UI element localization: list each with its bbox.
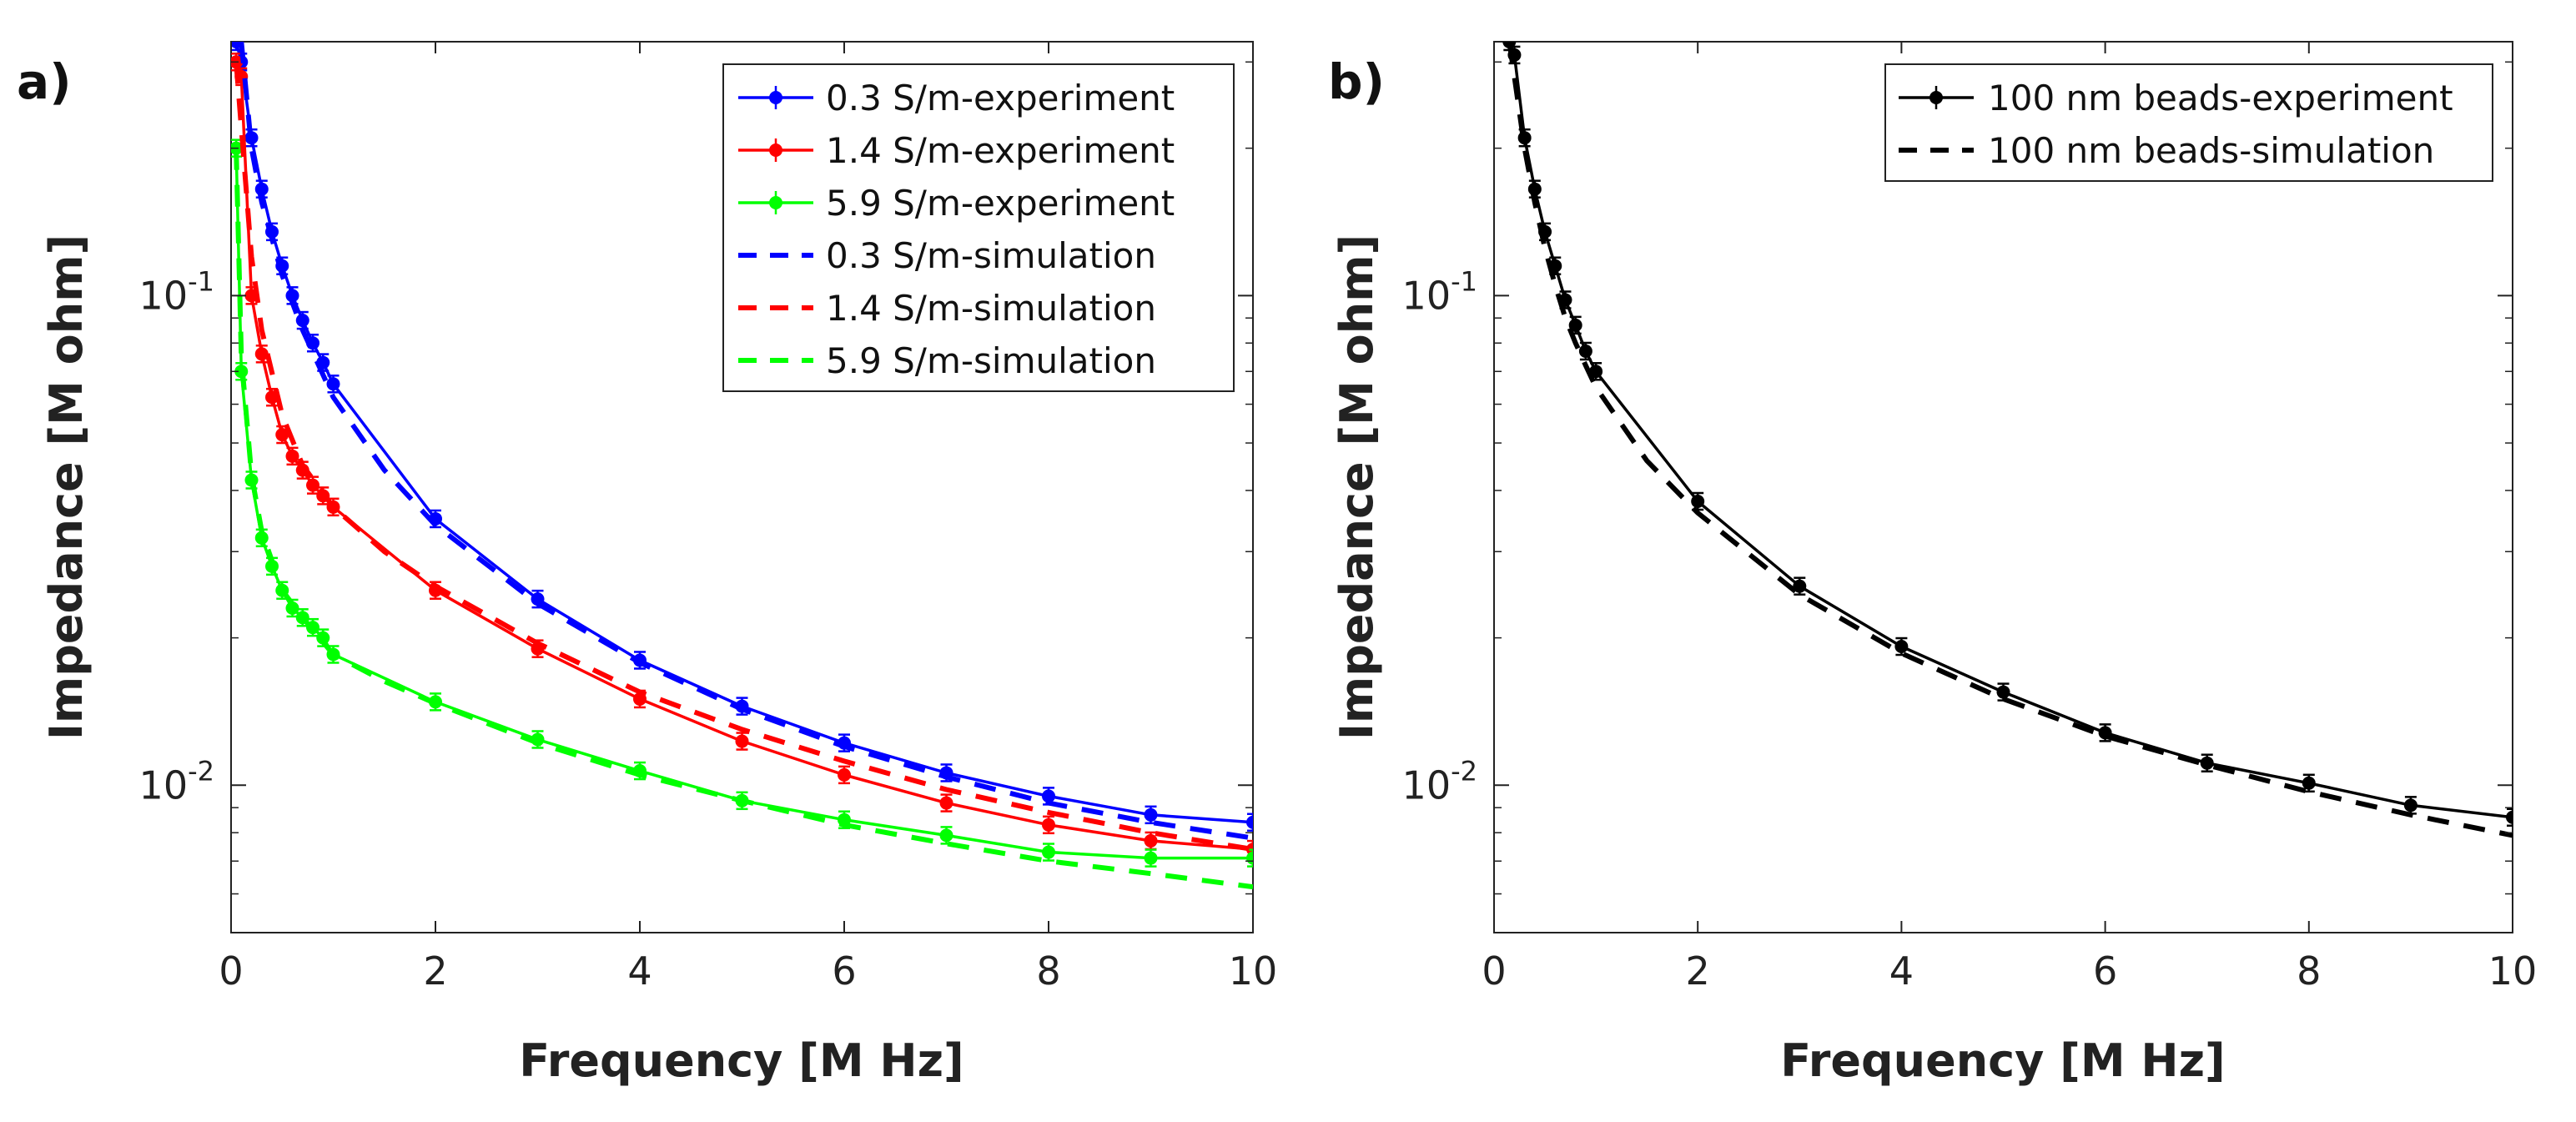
y-tick-label: 10-1 — [1402, 265, 1477, 318]
x-tick-label: 4 — [627, 948, 652, 994]
data-point — [735, 734, 749, 748]
series-line — [234, 62, 1253, 853]
data-point — [2506, 810, 2513, 824]
data-point — [316, 631, 330, 645]
legend: 0.3 S/m-experiment 1.4 S/m-experiment 5.9 … — [722, 63, 1235, 392]
series-0-3-s-m-simulation — [239, 42, 1253, 841]
legend-marker — [769, 91, 782, 104]
data-point — [939, 828, 953, 843]
x-tick-label: 0 — [1482, 948, 1506, 994]
data-point — [1894, 640, 1909, 654]
x-tick-label: 2 — [1686, 948, 1710, 994]
panel-label: b) — [1328, 53, 1385, 110]
legend-marker — [769, 196, 782, 209]
legend-label: 1.4 S/m-simulation — [826, 288, 1156, 329]
legend-marker — [1929, 91, 1943, 104]
legend-entry: 1.4 S/m-simulation — [738, 288, 1156, 329]
legend-label: 100 nm beads-experiment — [1988, 78, 2453, 118]
legend-box — [1884, 63, 2493, 182]
x-tick-label: 8 — [1036, 948, 1060, 994]
data-point — [1246, 851, 1253, 865]
data-point — [1996, 685, 2010, 699]
data-point — [2403, 798, 2418, 813]
x-tick-label: 10 — [1229, 948, 1278, 994]
panel-b: 0 2 4 6 8 10 10-2 10-1 b) Impedance [M ohm] Fre… — [1328, 41, 2538, 1087]
x-tick-label: 0 — [219, 948, 243, 994]
legend-entry: 5.9 S/m-simulation — [738, 340, 1156, 381]
data-point — [306, 478, 319, 492]
y-axis-label: Impedance [M ohm] — [40, 234, 93, 740]
y-tick-label: 10-2 — [139, 755, 214, 808]
legend-entry: 0.3 S/m-simulation — [738, 235, 1156, 276]
legend-entry: 100 nm beads-simulation — [1899, 130, 2434, 171]
legend-label: 5.9 S/m-simulation — [826, 340, 1156, 381]
x-tick-label: 6 — [2093, 948, 2117, 994]
data-point — [1691, 494, 1705, 508]
plot-area-frame — [1493, 41, 2513, 933]
series-1-4-s-m-simulation — [234, 62, 1253, 853]
data-point — [275, 428, 289, 442]
data-point — [1144, 851, 1158, 865]
data-point — [1042, 818, 1055, 832]
data-point — [939, 796, 953, 810]
y-tick-label: 10-1 — [139, 265, 214, 318]
panel-label: a) — [17, 53, 72, 110]
data-point — [1144, 833, 1158, 848]
series-line — [234, 148, 1253, 890]
data-point — [1042, 789, 1055, 803]
x-tick-label: 6 — [832, 948, 856, 994]
legend-entry: 0.3 S/m-experiment — [738, 78, 1175, 118]
data-point — [326, 377, 340, 391]
series-line — [239, 42, 1253, 841]
x-axis-label: Frequency [M Hz] — [1780, 1034, 2225, 1087]
y-tick-label: 10-2 — [1402, 755, 1477, 808]
plot-area-frame — [230, 41, 1254, 933]
data-point — [838, 767, 851, 782]
legend-label: 100 nm beads-simulation — [1988, 130, 2434, 171]
data-point — [1246, 815, 1253, 829]
series-5-9-s-m-simulation — [234, 148, 1253, 890]
x-tick-label: 10 — [2488, 948, 2538, 994]
data-point — [1144, 808, 1158, 822]
data-point — [285, 601, 299, 615]
legend-entry: 100 nm beads-experiment — [1899, 78, 2453, 118]
series-line — [1507, 42, 2513, 838]
x-tick-label: 2 — [423, 948, 447, 994]
legend-label: 0.3 S/m-simulation — [826, 235, 1156, 276]
x-tick-label: 4 — [1889, 948, 1914, 994]
data-point — [254, 347, 269, 361]
legend-entry: 1.4 S/m-experiment — [738, 130, 1175, 171]
series-line — [234, 42, 1253, 824]
data-point — [2200, 756, 2214, 770]
data-point — [531, 592, 545, 606]
data-point — [295, 314, 309, 328]
panel-a: 0 2 4 6 8 10 10-2 10-1 a) Impedance [M ohm] Fre… — [17, 41, 1278, 1087]
legend-label: 0.3 S/m-experiment — [826, 78, 1175, 118]
legend-entry: 5.9 S/m-experiment — [738, 183, 1175, 224]
legend-box — [722, 63, 1235, 392]
series-100-nm-beads-simulation — [1507, 42, 2513, 838]
data-point — [1042, 845, 1055, 859]
legend-label: 5.9 S/m-experiment — [826, 183, 1175, 224]
legend-label: 1.4 S/m-experiment — [826, 130, 1175, 171]
data-point — [2302, 776, 2316, 790]
y-axis-label: Impedance [M ohm] — [1331, 234, 1383, 740]
legend: 100 nm beads-experiment 100 nm beads-simu… — [1884, 63, 2493, 182]
legend-marker — [769, 143, 782, 157]
data-point — [1578, 344, 1592, 358]
x-tick-label: 8 — [2297, 948, 2321, 994]
x-axis-label: Frequency [M Hz] — [519, 1034, 963, 1087]
data-point — [285, 449, 299, 463]
